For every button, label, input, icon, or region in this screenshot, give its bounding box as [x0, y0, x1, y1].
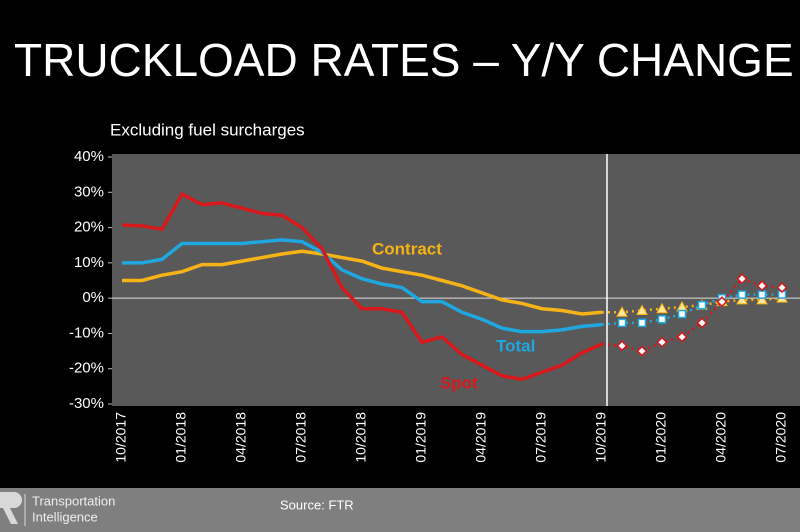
forecast-line [601, 293, 782, 326]
forecast-marker [656, 336, 668, 348]
forecast-marker [776, 281, 788, 294]
forecast-marker [677, 309, 687, 319]
forecast-marker [736, 273, 748, 285]
x-tick-label: 01/2019 [413, 412, 429, 463]
series-label: Total [496, 336, 535, 355]
forecast-marker [697, 300, 707, 310]
plot: 40% 30% 20% 10% 0% -10% -20% -30% 10/2017 01/2018… [69, 148, 800, 463]
series-label: Contract [372, 239, 442, 258]
slide-title: TRUCKLOAD RATES – Y/Y CHANGE [14, 34, 794, 86]
x-tick-label: 10/2017 [113, 412, 129, 463]
series-line [121, 191, 603, 382]
y-tick-label: 30% [74, 183, 104, 200]
brand: Intelligence [32, 509, 98, 524]
logo [0, 492, 22, 524]
forecast-marker [616, 306, 628, 317]
x-tick-label: 01/2018 [173, 412, 189, 463]
forecast-marker [696, 317, 708, 329]
series-line [122, 238, 603, 334]
x-tick-label: 01/2020 [653, 412, 669, 463]
forecast-marker [637, 318, 647, 328]
y-tick-label: 0% [82, 289, 104, 306]
forecast-marker [656, 302, 668, 314]
forecast-marker [657, 315, 667, 324]
y-tick-label: -10% [69, 324, 104, 341]
series-line [122, 249, 603, 316]
y-tick-label: 40% [74, 148, 104, 165]
forecast-marker [716, 296, 728, 308]
x-tick-label: 04/2018 [233, 412, 249, 463]
x-tick-label: 07/2020 [773, 412, 789, 463]
forecast-line [602, 296, 783, 314]
chart-subtitle: Excluding fuel surcharges [110, 120, 305, 139]
forecast-marker [676, 331, 688, 343]
forecast-marker [636, 304, 648, 315]
footer-bar [0, 488, 800, 532]
forecast-marker [617, 318, 627, 328]
y-tick-label: 10% [74, 254, 104, 271]
forecast-marker [737, 290, 747, 299]
y-tick-label: -30% [69, 395, 104, 412]
y-tick-label: 20% [74, 219, 104, 236]
x-tick-label: 07/2018 [293, 412, 309, 463]
forecast-line [601, 277, 783, 353]
plot-area [112, 154, 800, 406]
forecast-marker [736, 293, 748, 305]
series-label: Spot [440, 373, 478, 392]
x-tick-label: 04/2020 [713, 412, 729, 463]
y-tick-label: -20% [69, 360, 104, 377]
forecast-marker [757, 290, 767, 299]
x-tick-label: 10/2019 [593, 412, 609, 463]
x-tick-label: 04/2019 [473, 412, 489, 463]
x-tick-label: 10/2018 [353, 412, 369, 463]
x-tick-label: 07/2019 [533, 412, 549, 463]
forecast-marker [616, 340, 628, 352]
source: Source: FTR [280, 497, 354, 512]
forecast-marker [756, 280, 768, 292]
forecast-marker [756, 293, 768, 305]
forecast-marker [636, 345, 648, 357]
brand: Transportation [32, 493, 115, 508]
